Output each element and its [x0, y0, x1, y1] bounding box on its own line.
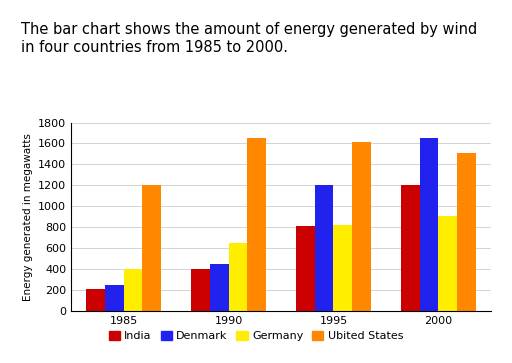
Bar	[419, 138, 438, 311]
Bar	[228, 243, 247, 311]
Bar	[86, 289, 104, 311]
Bar	[191, 269, 209, 311]
Bar	[333, 225, 352, 311]
Bar	[104, 285, 123, 311]
Bar	[247, 138, 266, 311]
Bar	[295, 226, 314, 311]
Bar	[438, 216, 457, 311]
Bar	[142, 185, 161, 311]
Bar	[400, 185, 419, 311]
Text: The bar chart shows the amount of energy generated by wind
in four countries fro: The bar chart shows the amount of energy…	[21, 23, 477, 55]
Bar	[123, 269, 142, 311]
Y-axis label: Energy generated in megawatts: Energy generated in megawatts	[23, 133, 33, 301]
Legend: India, Denmark, Germany, Ubited States: India, Denmark, Germany, Ubited States	[104, 326, 408, 346]
Bar	[352, 142, 371, 311]
Bar	[314, 185, 333, 311]
Bar	[209, 264, 228, 311]
Bar	[457, 153, 476, 311]
